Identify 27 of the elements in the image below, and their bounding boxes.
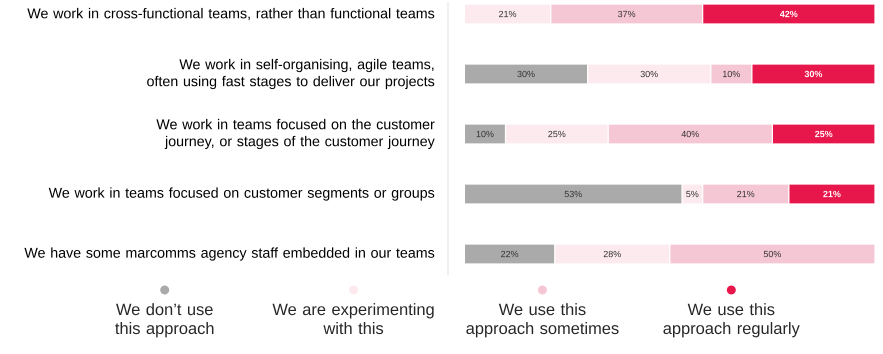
data-label: 21% xyxy=(737,190,754,198)
data-label: 5% xyxy=(686,190,698,198)
legend-label: We don’t use this approach xyxy=(115,303,214,338)
data-label: 28% xyxy=(604,250,621,258)
data-label: 22% xyxy=(501,250,518,258)
data-label: 21% xyxy=(823,190,841,198)
data-label: 10% xyxy=(723,70,740,78)
y-tick-label: We work in teams focused on customer segments or groups xyxy=(48,187,434,201)
y-tick-label: We work in cross-functional teams, rather than functional teams xyxy=(27,8,434,20)
data-label: 40% xyxy=(681,130,699,138)
data-label: 37% xyxy=(618,10,636,18)
data-label: 50% xyxy=(764,250,782,258)
data-label: 30% xyxy=(804,70,822,78)
y-tick-label: We have some marcomms agency staff embedded in our teams xyxy=(24,247,434,261)
data-label: 30% xyxy=(517,70,535,78)
data-label: 21% xyxy=(499,10,516,18)
y-tick-label: We work in self-organising, agile teams, often using fast stages to deliver our projects xyxy=(147,58,434,90)
legend-label: We are experimenting with this xyxy=(272,303,434,334)
data-label: 10% xyxy=(476,130,494,138)
data-label: 25% xyxy=(548,130,566,138)
data-label: 25% xyxy=(815,130,832,138)
legend-label: We use this approach regularly xyxy=(663,303,800,338)
data-label: 42% xyxy=(780,10,798,18)
y-tick-label: We work in teams focused on the customer journey, or stages of the customer journey xyxy=(156,118,435,150)
data-label: 53% xyxy=(564,190,582,198)
legend-label: We use this approach sometimes xyxy=(466,303,619,338)
data-label: 30% xyxy=(640,70,658,78)
